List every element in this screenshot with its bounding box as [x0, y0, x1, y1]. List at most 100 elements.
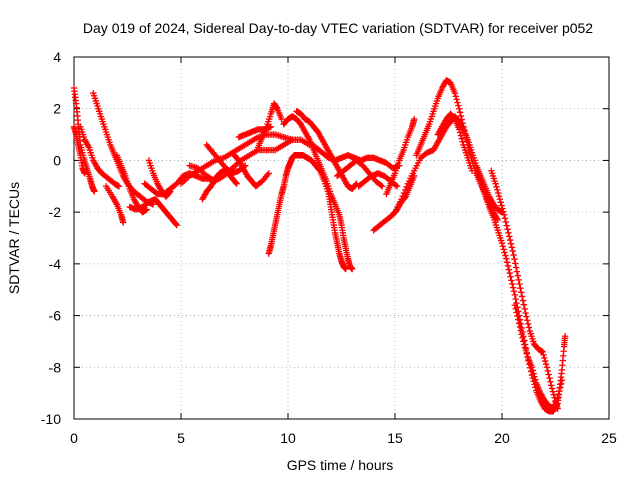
data-point — [453, 96, 460, 103]
data-point — [522, 347, 530, 354]
data-point — [500, 246, 507, 253]
series-sat-p — [254, 100, 285, 151]
data-point — [500, 211, 508, 218]
data-point — [520, 338, 527, 345]
data-point — [278, 115, 285, 123]
data-point — [541, 354, 548, 362]
plot-frame — [73, 56, 610, 420]
data-point — [547, 378, 554, 385]
data-point — [522, 309, 529, 317]
data-point — [501, 249, 508, 256]
data-point — [232, 179, 239, 186]
data-point — [504, 226, 511, 233]
data-point — [143, 206, 150, 213]
data-point — [548, 385, 556, 392]
data-point — [233, 180, 240, 187]
x-tick-label: 20 — [494, 430, 510, 446]
data-point — [498, 202, 505, 209]
data-point — [521, 341, 528, 348]
y-tick-label: -4 — [49, 256, 62, 272]
data-point — [518, 289, 525, 296]
y-axis-title: SDTVAR / TECUs — [6, 182, 22, 294]
data-point — [542, 357, 549, 365]
data-point — [507, 273, 514, 280]
data-point — [403, 183, 410, 191]
data-point — [377, 182, 385, 189]
data-point — [456, 126, 463, 133]
data-point — [523, 350, 531, 358]
data-point — [501, 215, 509, 222]
y-tick-label: 2 — [53, 101, 61, 117]
data-point — [457, 112, 465, 120]
data-point — [510, 288, 518, 295]
data-point — [531, 373, 538, 380]
series-sat-x — [383, 115, 418, 198]
data-point — [532, 376, 539, 383]
x-tick-label: 10 — [280, 430, 296, 446]
data-point — [457, 132, 465, 139]
data-point — [555, 391, 562, 398]
series-sat-m — [203, 141, 249, 177]
data-point — [557, 384, 564, 391]
data-point — [509, 284, 517, 291]
data-point — [519, 334, 526, 342]
series-sat-ad — [511, 302, 566, 412]
data-point — [499, 243, 507, 250]
data-point — [398, 196, 405, 203]
data-points — [70, 77, 569, 415]
data-point — [544, 367, 551, 375]
data-point — [557, 380, 565, 388]
data-point — [167, 188, 174, 195]
data-point — [525, 324, 533, 331]
data-point — [529, 367, 537, 374]
data-point — [466, 147, 473, 155]
data-point — [512, 295, 519, 303]
data-point — [505, 266, 513, 273]
data-point — [504, 262, 512, 270]
data-point — [506, 269, 513, 277]
data-point — [456, 109, 464, 116]
data-point — [519, 297, 527, 304]
series-sat-c — [77, 123, 123, 190]
data-point — [499, 205, 506, 212]
data-point — [461, 130, 469, 138]
data-point — [492, 180, 499, 187]
data-point — [467, 151, 474, 158]
data-point — [459, 138, 466, 146]
data-point — [459, 119, 466, 127]
data-point — [506, 233, 513, 240]
series-sat-w — [370, 172, 418, 234]
data-point — [503, 222, 510, 229]
data-point — [510, 251, 517, 259]
data-point — [505, 229, 512, 237]
data-point — [512, 260, 519, 267]
data-point — [494, 189, 502, 197]
data-point — [554, 395, 561, 402]
series-sat-b — [70, 123, 88, 177]
data-point — [511, 291, 519, 299]
data-point — [508, 277, 515, 284]
data-point — [521, 344, 529, 351]
series-sat-e — [102, 183, 127, 226]
axis-ticks: 0 5 10 15 20 25 -10 -8 -6 -4 -2 0 2 4 — [41, 49, 617, 446]
data-point — [493, 183, 500, 191]
series-sat-i — [145, 157, 174, 200]
data-point — [539, 348, 546, 355]
data-point — [528, 364, 536, 371]
data-point — [458, 116, 465, 123]
data-point — [399, 192, 406, 200]
data-point — [342, 265, 349, 273]
data-point — [509, 247, 516, 255]
data-point — [378, 183, 386, 190]
data-point — [115, 183, 123, 190]
data-point — [513, 268, 521, 275]
data-point — [265, 170, 272, 177]
data-point — [523, 313, 530, 320]
data-point — [542, 360, 550, 368]
data-point — [81, 170, 88, 177]
data-point — [545, 371, 552, 378]
data-point — [503, 259, 511, 266]
data-point — [120, 219, 127, 226]
y-tick-label: -10 — [41, 411, 61, 427]
data-point — [548, 382, 555, 389]
